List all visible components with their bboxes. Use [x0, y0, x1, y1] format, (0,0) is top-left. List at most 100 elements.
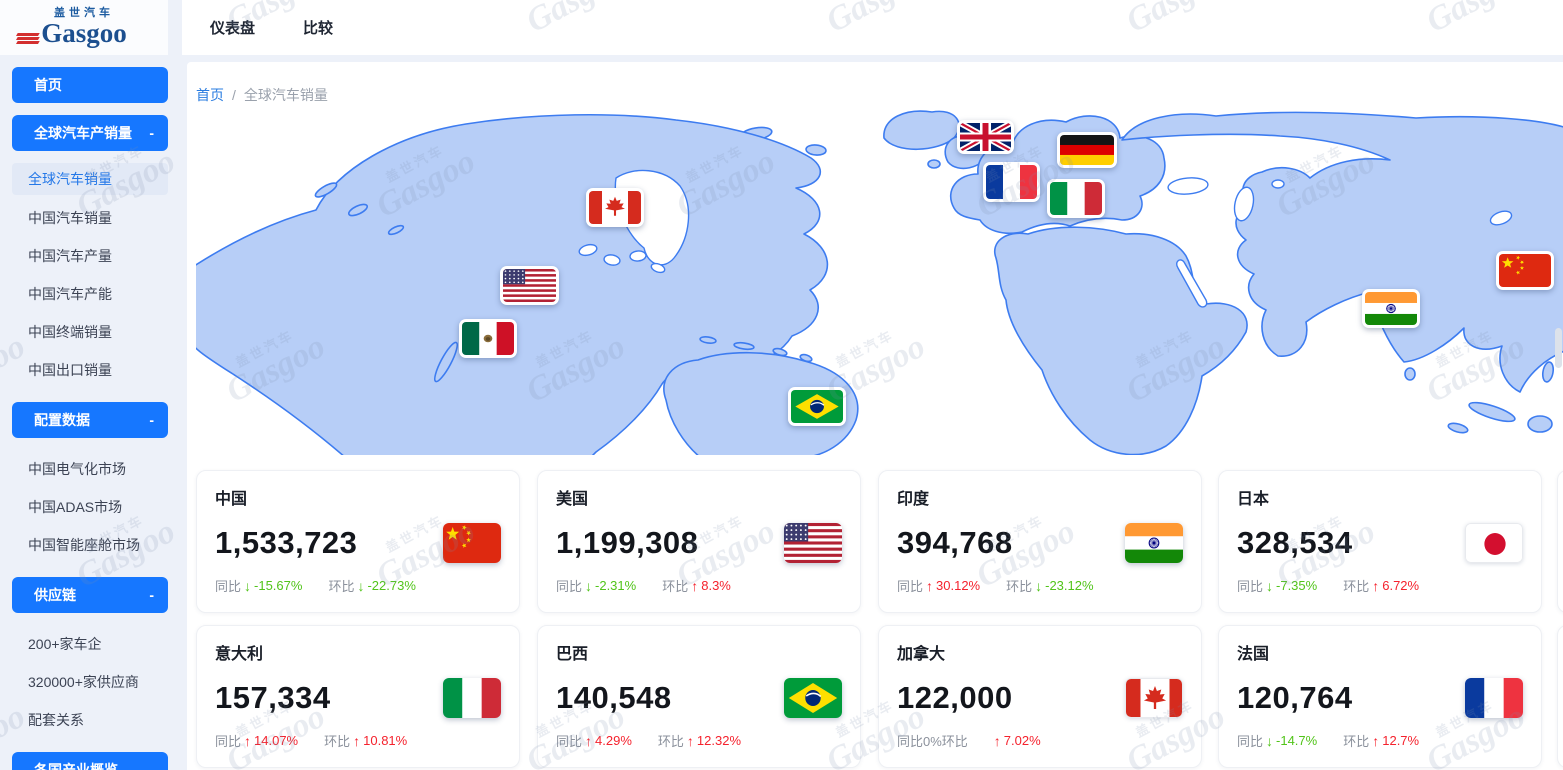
sidebar-subitem-2[interactable]: 全球汽车销量 [12, 163, 168, 195]
sidebar-subitem-13[interactable]: 200+家车企 [28, 636, 102, 652]
map-flag-uk[interactable] [957, 120, 1014, 154]
card-stats-row: 同比 ↓ -7.35% 环比 ↑ 6.72% [1237, 576, 1523, 595]
card-stat: 环比 ↑ 8.3% [662, 576, 731, 595]
card-sales-value: 157,334 [215, 680, 331, 715]
up-arrow-icon: ↑ [1372, 577, 1380, 594]
sidebar-item-group-1[interactable]: 全球汽车产销量 - [12, 115, 168, 151]
sidebar-subitem-6[interactable]: 中国终端销量 [28, 324, 112, 340]
tab-compare[interactable]: 比较 [303, 20, 334, 37]
sidebar-item-home[interactable]: 首页 [12, 67, 168, 103]
logo-english: Gasgoo [41, 18, 127, 48]
down-arrow-icon: ↓ [357, 577, 365, 594]
breadcrumb-home-link[interactable]: 首页 [196, 87, 224, 103]
map-flag-china[interactable] [1496, 251, 1554, 290]
card-sales-value: 122,000 [897, 680, 1013, 715]
collapse-minus-icon[interactable]: - [149, 412, 154, 428]
gasgoo-logo[interactable]: 盖世汽车 Gasgoo [16, 8, 127, 48]
down-arrow-icon: ↓ [585, 577, 593, 594]
card-stats-row: 同比 ↑ 4.29% 环比 ↑ 12.32% [556, 731, 842, 750]
card-stats-row: 同比 ↓ -14.7% 环比 ↑ 12.7% [1237, 731, 1523, 750]
breadcrumb-current: 全球汽车销量 [243, 87, 328, 103]
sidebar-item-group-16[interactable]: 各国产业概览 - [12, 752, 168, 770]
card-stat: ↑ 7.02% [994, 731, 1041, 750]
map-flag-germany[interactable] [1057, 132, 1117, 168]
sidebar-subitem-14[interactable]: 320000+家供应商 [28, 674, 139, 690]
card-stat: 同比 ↓ -14.7% [1237, 731, 1317, 750]
card-country-name: 巴西 [556, 646, 589, 663]
stat-label: 环比 [657, 734, 684, 749]
map-flag-mexico[interactable] [459, 319, 517, 358]
card-country-name: 日本 [1237, 491, 1270, 508]
country-card-it: 意大利 157,334 同比 ↑ 14.07% 环比 ↑ 10.81% [196, 625, 520, 768]
up-arrow-icon: ↑ [1372, 732, 1380, 749]
ca-flag-icon [1126, 679, 1182, 717]
map-flag-brazil[interactable] [788, 387, 846, 426]
map-flag-france[interactable] [983, 162, 1040, 202]
card-stat: 环比 ↑ 12.32% [658, 731, 741, 750]
sidebar-subitem-11[interactable]: 中国智能座舱市场 [28, 537, 140, 553]
up-arrow-icon: ↑ [244, 732, 252, 749]
us-flag-icon [503, 269, 556, 302]
card-sales-value: 120,764 [1237, 680, 1353, 715]
sidebar-item-label: 配置数据 [34, 412, 90, 428]
sidebar-subitem-5[interactable]: 中国汽车产能 [28, 286, 112, 302]
collapse-minus-icon[interactable]: - [149, 587, 154, 603]
gb-flag-icon [960, 123, 1011, 151]
card-sales-value: 394,768 [897, 525, 1013, 560]
card-stat: 环比 ↓ -22.73% [328, 576, 415, 595]
gasgoo-logo-stripes-icon [16, 31, 40, 45]
sidebar-subitem-7[interactable]: 中国出口销量 [28, 362, 112, 378]
sidebar-subitem-10[interactable]: 中国ADAS市场 [28, 499, 123, 515]
stat-value: -7.35% [1276, 578, 1318, 593]
stat-value: 12.32% [696, 733, 741, 748]
tab-dashboard[interactable]: 仪表盘 [210, 20, 256, 37]
sidebar-item-group-12[interactable]: 供应链 - [12, 577, 168, 613]
sidebar-subitem-15[interactable]: 配套关系 [28, 712, 84, 728]
country-card-ca: 加拿大 122,000 同比0%环比 ↑ 7.02% [878, 625, 1202, 768]
stat-value: 10.81% [363, 733, 408, 748]
stat-value: 6.72% [1382, 578, 1420, 593]
sidebar-item-group-8[interactable]: 配置数据 - [12, 402, 168, 438]
it-flag-icon [1050, 182, 1102, 215]
stat-value: 7.02% [1003, 733, 1041, 748]
mx-flag-icon [462, 322, 514, 355]
stat-label: 同比0%环比 [897, 734, 968, 749]
card-country-name: 中国 [215, 491, 248, 508]
sidebar-item-label: 全球汽车产销量 [34, 125, 132, 141]
card-stat: 环比 ↑ 6.72% [1343, 576, 1419, 595]
stat-label: 环比 [1006, 579, 1033, 594]
card-stats-row: 同比 ↓ -2.31% 环比 ↑ 8.3% [556, 576, 842, 595]
stat-value: -14.7% [1276, 733, 1318, 748]
up-arrow-icon: ↑ [691, 577, 699, 594]
sidebar-subitem-9[interactable]: 中国电气化市场 [28, 461, 126, 477]
collapse-minus-icon[interactable]: - [149, 762, 154, 770]
logo-box: 盖世汽车 Gasgoo [0, 0, 168, 55]
card-stats-row: 同比 ↑ 30.12% 环比 ↓ -23.12% [897, 576, 1183, 595]
card-sales-value: 328,534 [1237, 525, 1353, 560]
stat-label: 同比 [1237, 579, 1264, 594]
map-flag-italy[interactable] [1047, 179, 1105, 218]
stat-value: 14.07% [254, 733, 299, 748]
card-flag-br [784, 678, 842, 718]
map-vertical-scrollbar[interactable] [1555, 328, 1562, 368]
card-country-name: 加拿大 [897, 646, 946, 663]
sidebar-subitem-4[interactable]: 中国汽车产量 [28, 248, 112, 264]
up-arrow-icon: ↑ [926, 577, 934, 594]
sidebar-subitem-3[interactable]: 中国汽车销量 [28, 210, 112, 226]
us-flag-icon [784, 523, 842, 563]
map-flag-canada[interactable] [586, 188, 644, 227]
stat-value: -2.31% [595, 578, 637, 593]
stat-value: 30.12% [936, 578, 981, 593]
collapse-minus-icon[interactable]: - [149, 125, 154, 141]
stat-label: 环比 [328, 579, 355, 594]
in-flag-icon [1125, 523, 1183, 563]
br-flag-icon [791, 390, 843, 423]
country-card-fr: 法国 120,764 同比 ↓ -14.7% 环比 ↑ 12.7% [1218, 625, 1542, 768]
map-flag-india[interactable] [1362, 289, 1420, 328]
map-flag-usa[interactable] [500, 266, 559, 305]
up-arrow-icon: ↑ [585, 732, 593, 749]
country-card-br: 巴西 140,548 同比 ↑ 4.29% 环比 ↑ 12.32% [537, 625, 861, 768]
stat-value: -23.12% [1045, 578, 1094, 593]
up-arrow-icon: ↑ [353, 732, 361, 749]
stat-label: 同比 [215, 734, 242, 749]
